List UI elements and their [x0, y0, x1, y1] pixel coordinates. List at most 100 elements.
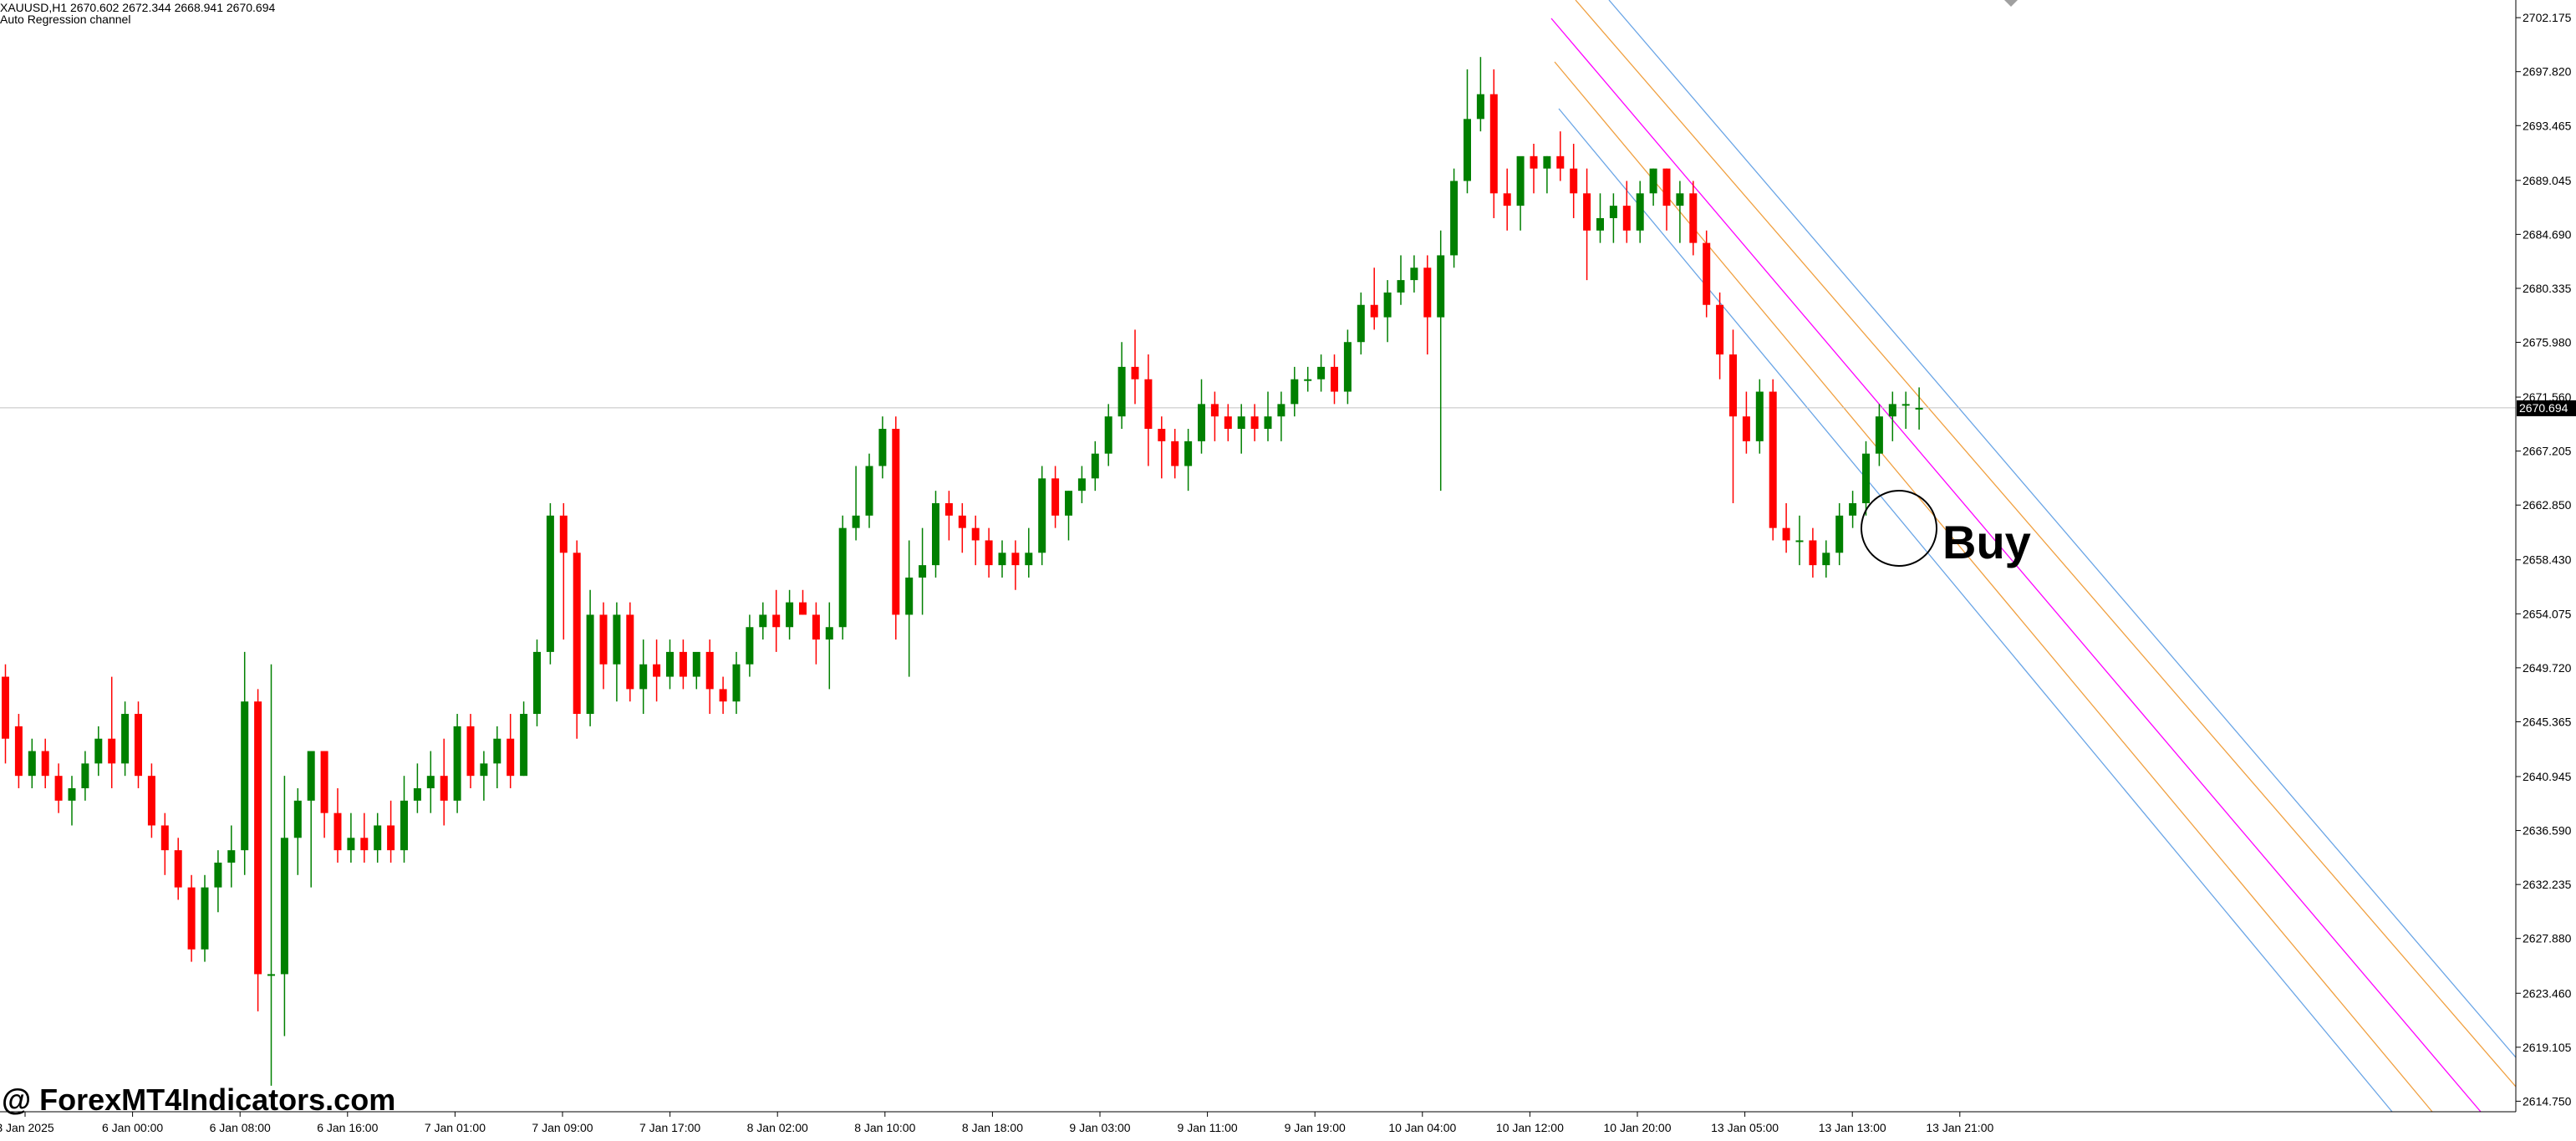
bullish-candle	[1077, 478, 1086, 492]
price-axis-label: 2623.460	[2523, 986, 2572, 1000]
bullish-candle	[1104, 416, 1112, 454]
price-axis-label: 2627.880	[2523, 932, 2572, 945]
bullish-candle	[1383, 292, 1392, 318]
bullish-candle	[613, 614, 621, 665]
bullish-candle	[1609, 206, 1617, 218]
bullish-candle	[786, 602, 794, 628]
price-axis-label: 2640.945	[2523, 770, 2572, 783]
bullish-candle	[413, 788, 421, 801]
time-axis-label: 6 Jan 00:00	[102, 1121, 163, 1134]
bullish-candle	[1317, 366, 1326, 379]
buy-marker-circle	[1861, 490, 1937, 567]
bullish-candle	[1450, 181, 1459, 256]
price-axis-label: 2675.980	[2523, 336, 2572, 349]
bullish-candle	[1464, 119, 1471, 181]
bearish-candle	[573, 553, 581, 715]
bearish-candle	[1622, 206, 1631, 231]
bullish-candle	[1397, 280, 1405, 293]
bearish-candle	[160, 825, 169, 851]
bearish-candle	[440, 776, 448, 801]
bearish-candle	[54, 776, 63, 801]
bearish-candle	[772, 614, 781, 628]
bearish-candle	[14, 726, 23, 777]
bearish-candle	[1051, 478, 1060, 516]
bearish-candle	[1809, 540, 1817, 566]
bearish-candle	[892, 429, 900, 615]
bullish-candle	[227, 850, 236, 863]
bearish-candle	[1583, 193, 1591, 231]
bullish-candle	[241, 701, 249, 851]
bearish-candle	[1570, 168, 1578, 194]
channel-upper-inner-line	[1575, 0, 2517, 1088]
bullish-candle	[1264, 416, 1272, 430]
bearish-candle	[1503, 193, 1511, 206]
time-axis-label: 7 Jan 09:00	[532, 1121, 593, 1134]
bullish-candle	[1915, 407, 1923, 410]
bullish-candle	[214, 862, 222, 888]
price-axis-label: 2632.235	[2523, 878, 2572, 891]
bullish-candle	[68, 788, 76, 801]
bullish-candle	[81, 763, 89, 789]
bullish-candle	[759, 614, 767, 628]
bullish-candle	[1437, 255, 1445, 318]
bearish-candle	[2, 676, 9, 739]
bullish-candle	[825, 627, 833, 640]
symbol-info: XAUUSD,H1 2670.602 2672.344 2668.941 267…	[0, 1, 275, 14]
price-axis-label: 2689.045	[2523, 174, 2572, 187]
bullish-candle	[28, 751, 36, 777]
bullish-candle	[520, 714, 528, 777]
price-axis-label: 2662.850	[2523, 498, 2572, 512]
bullish-candle	[1755, 391, 1764, 441]
time-axis-label: 6 Jan 16:00	[317, 1121, 378, 1134]
bullish-candle	[480, 763, 488, 777]
bearish-candle	[135, 714, 142, 777]
time-axis-label: 6 Jan 08:00	[210, 1121, 271, 1134]
bullish-candle	[852, 515, 860, 528]
bearish-candle	[971, 527, 980, 541]
bullish-candle	[865, 466, 873, 516]
bullish-candle	[639, 664, 648, 690]
channel-upper-outer-line	[1608, 0, 2517, 1058]
price-axis-label: 2654.075	[2523, 607, 2572, 620]
bearish-candle	[507, 738, 515, 777]
bearish-candle	[705, 651, 714, 690]
bearish-candle	[1158, 429, 1166, 441]
bullish-candle	[1091, 453, 1099, 479]
bullish-candle	[121, 714, 130, 764]
bearish-candle	[254, 701, 262, 975]
time-axis-label: 8 Jan 18:00	[962, 1121, 1023, 1134]
bullish-candle	[453, 726, 461, 801]
time-axis-label: 13 Jan 21:00	[1926, 1121, 1993, 1134]
time-axis-label: 13 Jan 13:00	[1819, 1121, 1886, 1134]
channel-lower-inner-line	[1554, 61, 2433, 1113]
bearish-candle	[1782, 527, 1790, 541]
price-axis-label: 2693.465	[2523, 119, 2572, 132]
bullish-candle	[1237, 416, 1245, 430]
bullish-candle	[1038, 478, 1046, 553]
chart-shift-marker-icon[interactable]	[2004, 0, 2018, 7]
bearish-candle	[653, 664, 661, 677]
bullish-candle	[201, 887, 209, 950]
price-axis-label: 2614.750	[2523, 1094, 2572, 1108]
bullish-candle	[905, 577, 914, 615]
bearish-candle	[1144, 379, 1153, 430]
bullish-candle	[732, 664, 741, 702]
price-axis-label: 2697.820	[2523, 65, 2572, 79]
current-price-tag-text: 2670.694	[2519, 401, 2568, 415]
price-axis-label: 2645.365	[2523, 715, 2572, 728]
bearish-candle	[1769, 391, 1777, 528]
bearish-candle	[387, 825, 395, 851]
time-axis-label: 7 Jan 17:00	[639, 1121, 700, 1134]
time-axis-label: 9 Jan 19:00	[1285, 1121, 1346, 1134]
bearish-candle	[1331, 366, 1338, 392]
price-axis-label: 2680.335	[2523, 282, 2572, 295]
bearish-candle	[1530, 155, 1538, 169]
bullish-candle	[546, 515, 554, 652]
watermark: @ ForexMT4Indicators.com	[2, 1082, 395, 1117]
bearish-candle	[1703, 242, 1711, 305]
bullish-candle	[347, 838, 355, 851]
bearish-candle	[320, 751, 328, 813]
